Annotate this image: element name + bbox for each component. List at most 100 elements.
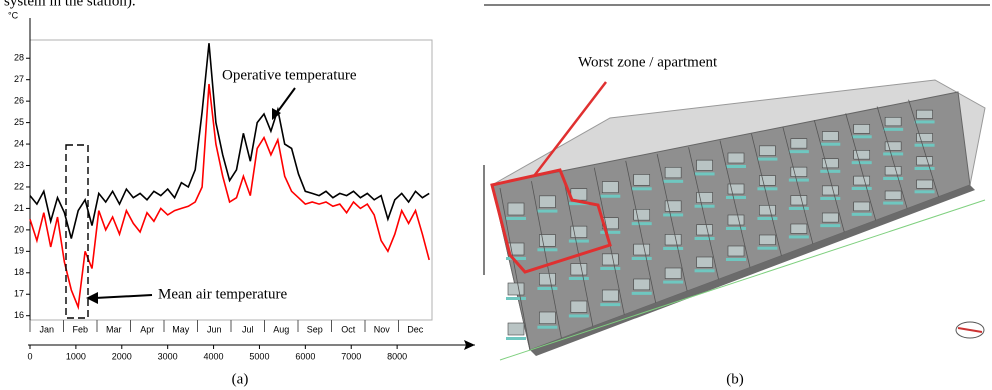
balcony	[632, 257, 652, 260]
window	[885, 191, 901, 200]
window	[917, 180, 933, 188]
balcony	[852, 187, 872, 190]
balcony	[883, 177, 903, 180]
balcony	[632, 222, 652, 225]
x-tick-label: 1000	[66, 351, 86, 361]
y-tick-label: 20	[14, 224, 24, 234]
balcony	[695, 269, 715, 272]
window	[854, 176, 870, 185]
balcony	[883, 152, 903, 155]
balcony	[915, 120, 935, 123]
balcony	[915, 190, 935, 193]
balcony	[632, 292, 652, 295]
window	[571, 189, 587, 200]
window	[917, 110, 933, 118]
balcony	[915, 144, 935, 147]
balcony	[600, 231, 620, 234]
balcony	[695, 237, 715, 240]
balcony	[789, 179, 809, 182]
balcony	[852, 213, 872, 216]
y-tick-label: 28	[14, 53, 24, 63]
window	[728, 153, 744, 163]
window	[665, 268, 681, 279]
window	[697, 160, 713, 170]
window	[508, 283, 524, 295]
balcony	[852, 135, 872, 138]
window	[602, 290, 618, 301]
window	[822, 213, 838, 222]
y-tick-label: 18	[14, 267, 24, 277]
balcony	[663, 247, 683, 250]
balcony	[757, 217, 777, 220]
balcony	[569, 314, 589, 317]
x-tick-label: 4000	[204, 351, 224, 361]
window	[539, 196, 555, 208]
annotation: Mean air temperature	[158, 286, 287, 302]
window	[665, 167, 681, 178]
window	[885, 117, 901, 126]
balcony	[632, 187, 652, 190]
image-label: Worst zone / apartment	[578, 54, 718, 70]
balcony	[569, 277, 589, 280]
month-label: Apr	[140, 324, 154, 334]
building-render	[492, 80, 985, 360]
balcony	[663, 213, 683, 216]
y-tick-label: 21	[14, 203, 24, 213]
page: system in the station). °C Operative tem…	[0, 0, 992, 390]
balcony	[726, 258, 746, 261]
balcony	[757, 187, 777, 190]
y-tick-label: 25	[14, 117, 24, 127]
month-label: Jul	[242, 324, 254, 334]
window	[791, 224, 807, 233]
x-tick-label: 6000	[295, 351, 315, 361]
y-tick-label: 23	[14, 160, 24, 170]
balcony	[695, 172, 715, 175]
window	[602, 182, 618, 193]
y-tick-label: 17	[14, 289, 24, 299]
window	[697, 225, 713, 235]
balcony	[663, 180, 683, 183]
window	[602, 254, 618, 265]
balcony	[820, 170, 840, 173]
balcony	[726, 227, 746, 230]
balcony	[537, 248, 557, 251]
window	[917, 157, 933, 165]
x-tick-label: 5000	[249, 351, 269, 361]
window	[508, 323, 524, 335]
window	[571, 264, 587, 275]
balcony	[852, 161, 872, 164]
month-label: Jan	[39, 324, 54, 334]
window	[885, 166, 901, 175]
window	[571, 301, 587, 312]
balcony	[600, 195, 620, 198]
top-text: system in the station).	[4, 0, 136, 9]
window	[791, 196, 807, 205]
y-tick-label: 19	[14, 246, 24, 256]
balcony	[883, 202, 903, 205]
month-label: May	[172, 324, 190, 334]
window	[634, 244, 650, 255]
window	[508, 203, 524, 215]
window	[728, 246, 744, 256]
month-label: Dec	[407, 324, 424, 334]
balcony	[695, 205, 715, 208]
annotation: Operative temperature	[222, 67, 357, 83]
y-tick-label: 24	[14, 138, 24, 148]
y-tick-label: 16	[14, 310, 24, 320]
balcony	[883, 128, 903, 131]
y-unit: °C	[8, 10, 19, 20]
balcony	[820, 143, 840, 146]
window	[665, 234, 681, 245]
window	[791, 139, 807, 148]
balcony	[537, 210, 557, 213]
x-tick-label: 8000	[387, 351, 407, 361]
month-label: Nov	[374, 324, 391, 334]
balcony	[537, 287, 557, 290]
balcony	[820, 197, 840, 200]
balcony	[757, 247, 777, 250]
month-label: Oct	[341, 324, 356, 334]
balcony	[820, 224, 840, 227]
month-label: Sep	[307, 324, 323, 334]
balcony	[789, 235, 809, 238]
balcony	[600, 267, 620, 270]
